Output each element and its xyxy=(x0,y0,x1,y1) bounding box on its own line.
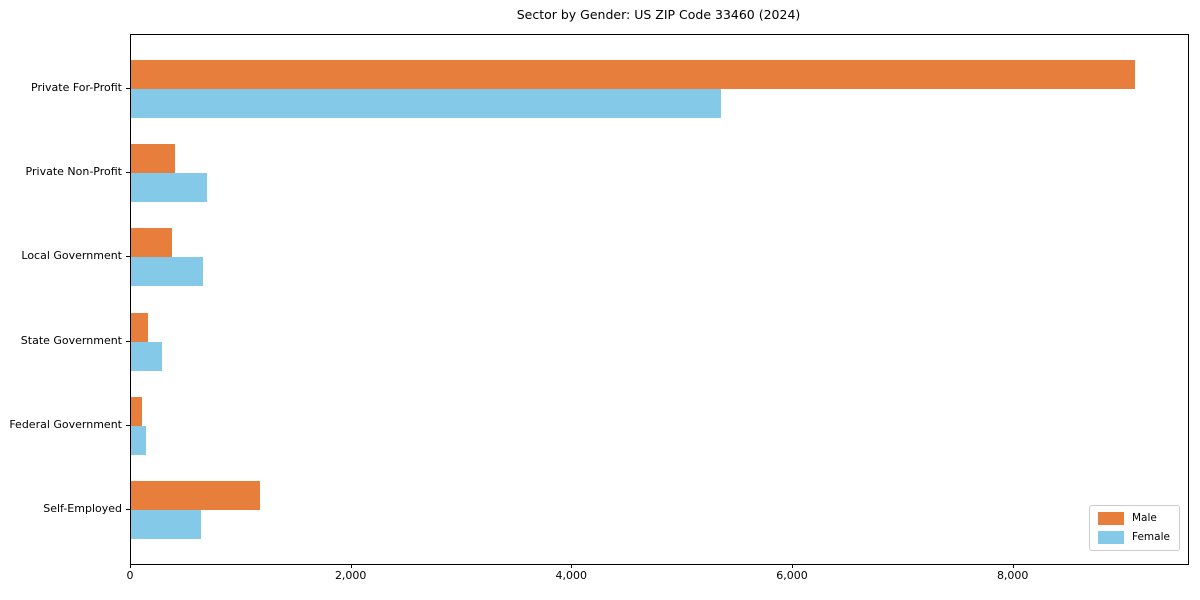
y-tick-private-non-profit xyxy=(126,172,130,174)
y-axis-label-private-for-profit: Private For-Profit xyxy=(31,81,122,94)
female-color-swatch xyxy=(1098,531,1124,544)
chart-title: Sector by Gender: US ZIP Code 33460 (202… xyxy=(516,7,801,22)
bar-female-self-employed xyxy=(131,510,201,539)
x-tick-4000 xyxy=(571,564,573,568)
y-tick-private-for-profit xyxy=(126,88,130,89)
y-axis-label-local-government: Local Government xyxy=(21,249,122,263)
x-axis-label-8000: 8,000 xyxy=(996,569,1029,582)
x-tick-6000 xyxy=(792,564,793,568)
x-tick-8000 xyxy=(1012,564,1014,568)
bar-female-private-for-profit xyxy=(131,89,722,118)
x-axis-label-0: 0 xyxy=(126,569,134,582)
legend: Male Female xyxy=(1089,505,1180,551)
legend-label-male: Male xyxy=(1132,512,1157,524)
bar-male-private-for-profit xyxy=(131,60,1135,89)
y-tick-federal-government xyxy=(126,424,130,426)
bar-male-federal-government xyxy=(131,396,142,426)
legend-item-female: Female xyxy=(1098,531,1170,544)
legend-label-female: Female xyxy=(1132,531,1170,543)
bar-female-local-government xyxy=(131,257,203,287)
plot-area xyxy=(130,34,1189,565)
male-color-swatch xyxy=(1098,512,1124,525)
bar-male-local-government xyxy=(131,228,172,258)
x-tick-0 xyxy=(130,564,131,568)
y-axis-label-state-government: State Government xyxy=(20,333,122,347)
bar-female-state-government xyxy=(131,341,162,371)
bar-female-federal-government xyxy=(131,425,147,455)
y-axis-label-self-employed: Self-Employed xyxy=(43,502,122,515)
x-axis-label-6000: 6,000 xyxy=(776,569,808,582)
x-axis-label-4000: 4,000 xyxy=(555,569,588,582)
y-tick-state-government xyxy=(126,340,130,342)
x-tick-2000 xyxy=(350,564,352,568)
y-axis-label-private-non-profit: Private Non-Profit xyxy=(25,165,122,179)
bar-male-state-government xyxy=(131,312,148,342)
bar-male-self-employed xyxy=(131,481,261,510)
bar-female-private-non-profit xyxy=(131,173,208,203)
y-tick-local-government xyxy=(126,256,130,258)
legend-item-male: Male xyxy=(1098,512,1170,525)
y-tick-self-employed xyxy=(126,509,130,510)
bar-male-private-non-profit xyxy=(131,144,176,174)
x-axis-label-2000: 2,000 xyxy=(334,569,367,582)
y-axis-label-federal-government: Federal Government xyxy=(9,417,122,431)
